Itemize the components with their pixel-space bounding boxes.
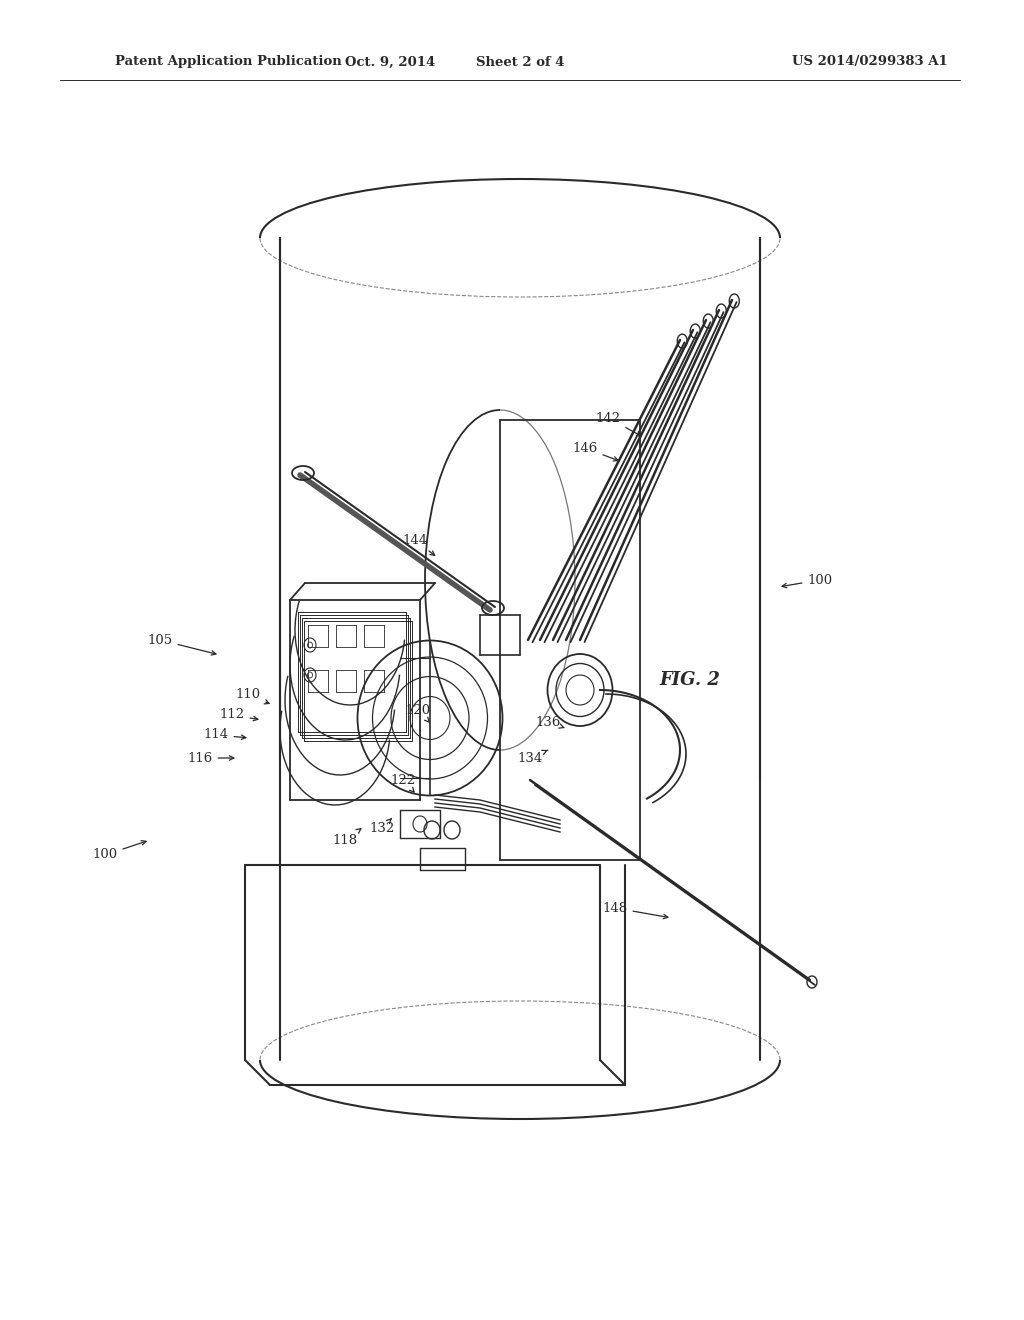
Text: 122: 122 xyxy=(390,774,416,792)
Text: 120: 120 xyxy=(406,704,430,722)
Text: 134: 134 xyxy=(517,750,548,764)
Text: 132: 132 xyxy=(370,818,394,834)
Text: 110: 110 xyxy=(236,689,269,704)
Text: 112: 112 xyxy=(219,709,258,722)
Text: 142: 142 xyxy=(595,412,641,436)
Text: 148: 148 xyxy=(602,902,668,919)
Text: Oct. 9, 2014: Oct. 9, 2014 xyxy=(345,55,435,69)
Text: 100: 100 xyxy=(92,841,146,862)
Text: FIG. 2: FIG. 2 xyxy=(659,671,721,689)
Text: 136: 136 xyxy=(536,715,564,729)
Text: 100: 100 xyxy=(782,573,833,587)
Text: 105: 105 xyxy=(147,634,216,655)
Text: 116: 116 xyxy=(187,751,233,764)
Text: 114: 114 xyxy=(204,729,246,742)
Text: 144: 144 xyxy=(402,533,435,556)
Text: 146: 146 xyxy=(572,441,618,461)
Text: Sheet 2 of 4: Sheet 2 of 4 xyxy=(476,55,564,69)
Text: 118: 118 xyxy=(333,829,361,846)
Text: US 2014/0299383 A1: US 2014/0299383 A1 xyxy=(793,55,948,69)
Text: Patent Application Publication: Patent Application Publication xyxy=(115,55,342,69)
